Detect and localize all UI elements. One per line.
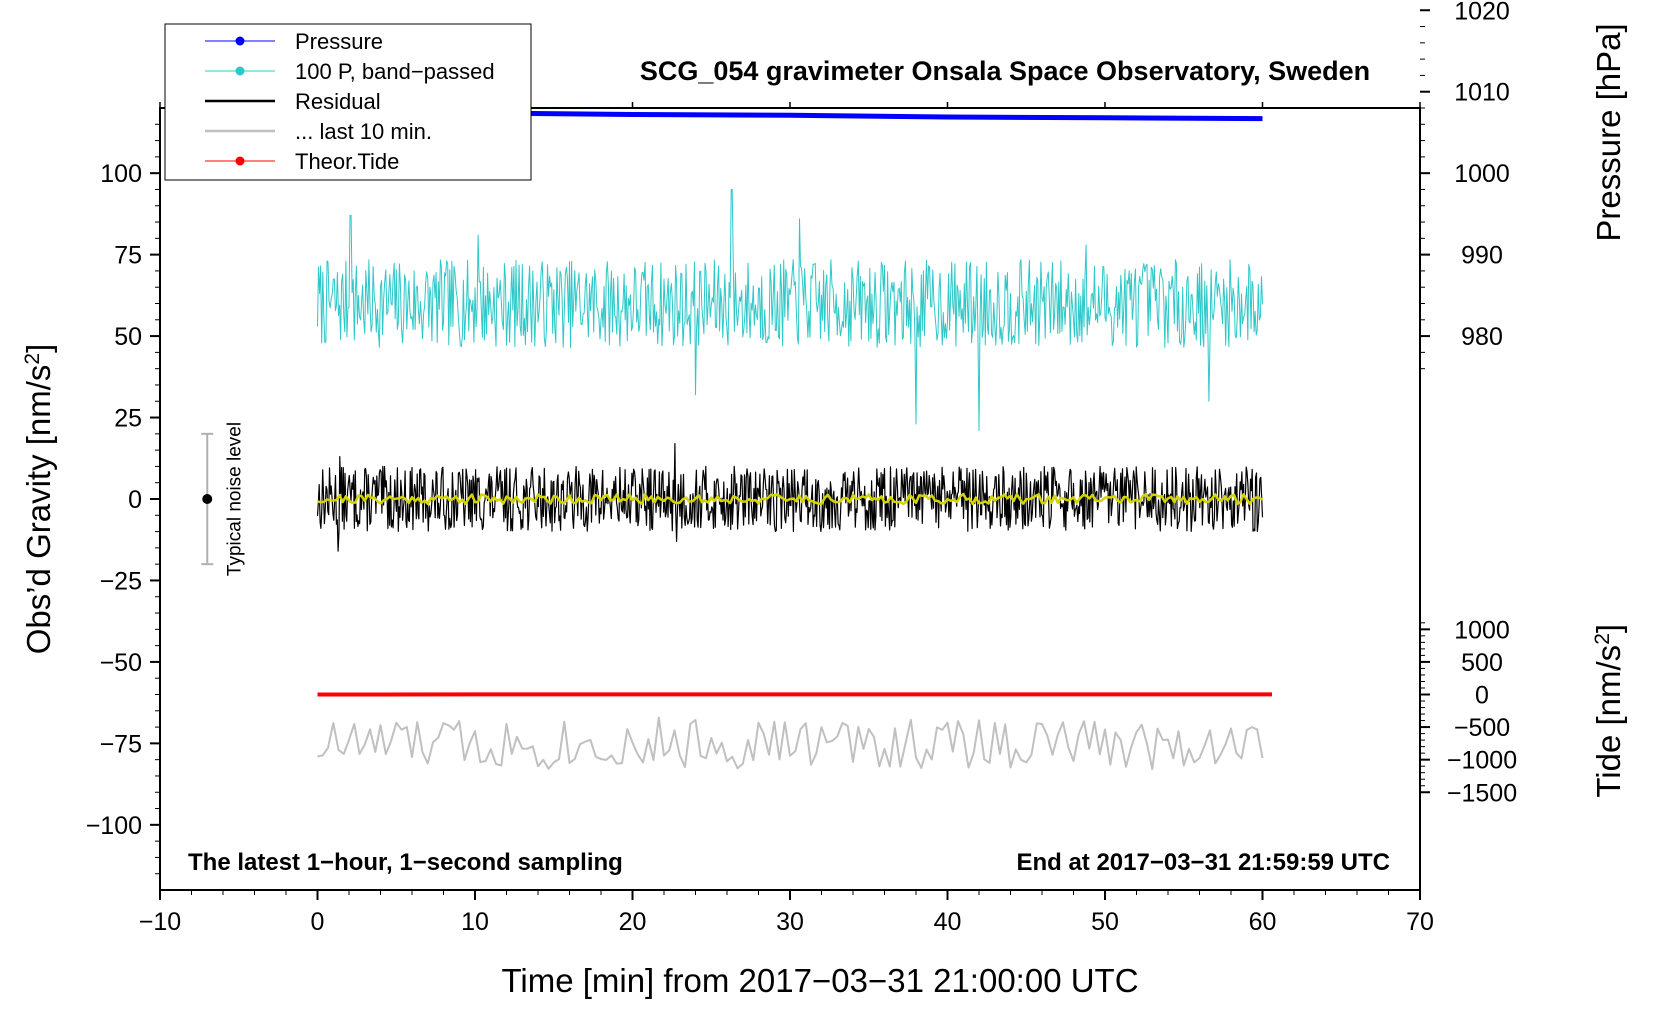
sampling-note: The latest 1−hour, 1−second sampling: [188, 849, 623, 876]
y-left-tick-label: −100: [86, 812, 142, 840]
tide-axis-title-end: ]: [1590, 624, 1627, 633]
tide-axis-title-sup: 2: [1591, 633, 1614, 645]
pressure-tick-label: 990: [1461, 242, 1503, 270]
legend-swatch-marker: [235, 66, 245, 76]
series-residual: [316, 443, 1264, 552]
tide-tick-label: −500: [1454, 714, 1510, 742]
y-left-tick-label: 100: [100, 160, 142, 188]
tide-tick-label: −1500: [1447, 779, 1517, 807]
noise-bar-center-dot: [202, 494, 213, 504]
end-time-note: End at 2017−03−31 21:59:59 UTC: [1016, 849, 1390, 876]
x-tick-label: 10: [461, 908, 489, 936]
x-tick-label: 50: [1091, 908, 1119, 936]
x-tick-label: 0: [311, 908, 325, 936]
y-left-tick-label: 75: [114, 242, 142, 270]
tide-tick-label: 0: [1475, 682, 1489, 710]
x-tick-label: −10: [139, 908, 181, 936]
y-left-tick-label: −50: [100, 649, 142, 677]
axis-layer: −10 0 10 20 30 40 50 60 701007550250−25−50−75−10…: [86, 0, 1517, 936]
y-axis-left-title-main: Obs’d Gravity [nm/s: [20, 365, 57, 655]
y-left-tick-label: 0: [128, 486, 142, 514]
y-axis-left-title: Obs’d Gravity [nm/s2]: [20, 344, 57, 655]
tide-tick-label: 1000: [1454, 616, 1510, 644]
y-left-tick-label: −75: [100, 730, 142, 758]
legend-label: Pressure: [295, 29, 383, 54]
legend: Pressure 100 P, band−passed Residual ... la…: [164, 23, 532, 181]
legend-label: Theor.Tide: [295, 149, 399, 174]
y-left-tick-label: −25: [100, 567, 142, 595]
pressure-tick-label: 1000: [1454, 160, 1510, 188]
tide-axis-title-main: Tide [nm/s: [1590, 645, 1627, 798]
legend-label: ... last 10 min.: [295, 119, 432, 144]
x-axis-title: Time [min] from 2017−03−31 21:00:00 UTC: [501, 962, 1138, 999]
y-axis-left-title-end: ]: [20, 344, 57, 353]
x-tick-label: 70: [1406, 908, 1434, 936]
tide-tick-label: −1000: [1447, 747, 1517, 775]
series-last-10-min: [317, 716, 1264, 770]
series-band-passed-pressure: [317, 189, 1263, 432]
x-tick-label: 60: [1249, 908, 1277, 936]
y-left-tick-label: 50: [114, 323, 142, 351]
chart-title: SCG_054 gravimeter Onsala Space Observat…: [640, 56, 1370, 86]
x-tick-label: 20: [619, 908, 647, 936]
tide-tick-label: 500: [1461, 649, 1503, 677]
legend-swatch-marker: [235, 36, 245, 46]
series-layer: [316, 109, 1272, 770]
noise-level-indicator: Typical noise level: [201, 422, 245, 576]
x-tick-label: 30: [776, 908, 804, 936]
legend-label: 100 P, band−passed: [295, 59, 495, 84]
pressure-tick-label: 980: [1461, 323, 1503, 351]
pressure-tick-label: 1010: [1454, 79, 1510, 107]
legend-swatch-marker: [235, 156, 245, 166]
pressure-axis-title: Pressure [hPa]: [1590, 23, 1627, 241]
y-left-tick-label: 25: [114, 405, 142, 433]
x-tick-label: 40: [934, 908, 962, 936]
noise-level-label: Typical noise level: [224, 422, 245, 576]
legend-label: Residual: [295, 89, 381, 114]
y-axis-left-title-sup: 2: [21, 353, 44, 365]
pressure-tick-label: 1020: [1454, 0, 1510, 25]
series-residual-smoothed: [317, 492, 1264, 506]
tide-axis-title: Tide [nm/s2]: [1590, 624, 1627, 798]
